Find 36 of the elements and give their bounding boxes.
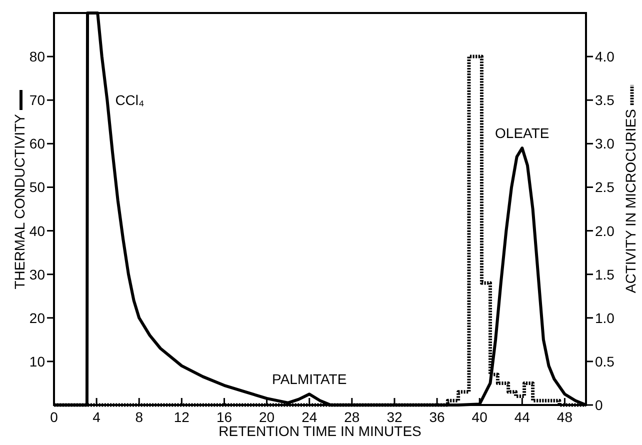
annotation: PALMITATE — [272, 371, 347, 388]
y-tick-label: 30 — [29, 266, 46, 282]
x-tick-label: 40 — [472, 409, 488, 425]
y2-tick-label: 0.5 — [595, 353, 615, 370]
x-tick-label: 20 — [259, 409, 275, 425]
x-tick-label: 12 — [174, 409, 190, 425]
x-axis-title: RETENTION TIME IN MINUTES — [218, 423, 422, 439]
x-tick-label: 48 — [556, 409, 573, 425]
y2-tick-label: 3.0 — [595, 136, 615, 152]
y-tick-label: 60 — [29, 136, 46, 152]
x-tick-label: 28 — [344, 409, 360, 425]
y2-tick-label: 2.0 — [595, 222, 615, 239]
x-tick-label: 32 — [386, 409, 402, 425]
x-tick-label: 36 — [429, 409, 446, 425]
y2-tick-label: 0 — [595, 397, 603, 413]
y-axis-title: THERMAL CONDUCTIVITY — [12, 113, 28, 290]
annotation: CCl₄ — [115, 92, 145, 108]
y-tick-label: 20 — [29, 310, 46, 326]
y-tick-label: 40 — [29, 222, 46, 239]
x-tick-label: 0 — [50, 409, 58, 425]
y2-tick-label: 4.0 — [595, 48, 615, 65]
y-tick-label: 50 — [29, 179, 46, 196]
annotation: OLEATE — [495, 125, 550, 142]
y2-axis-title: ACTIVITY IN MICROCURIES — [622, 109, 639, 294]
x-tick-label: 8 — [135, 409, 144, 425]
y2-tick-label: 1.0 — [595, 310, 615, 326]
x-tick-label: 44 — [514, 409, 530, 425]
y-tick-label: 80 — [29, 48, 46, 65]
y-tick-label: 10 — [29, 353, 46, 370]
x-tick-label: 24 — [302, 409, 318, 425]
y-tick-label: 70 — [29, 92, 46, 108]
y2-tick-label: 2.5 — [595, 179, 615, 196]
y2-tick-label: 3.5 — [595, 92, 615, 108]
y2-tick-label: 1.5 — [595, 266, 615, 282]
x-tick-label: 4 — [92, 409, 101, 425]
x-tick-label: 16 — [216, 409, 232, 425]
